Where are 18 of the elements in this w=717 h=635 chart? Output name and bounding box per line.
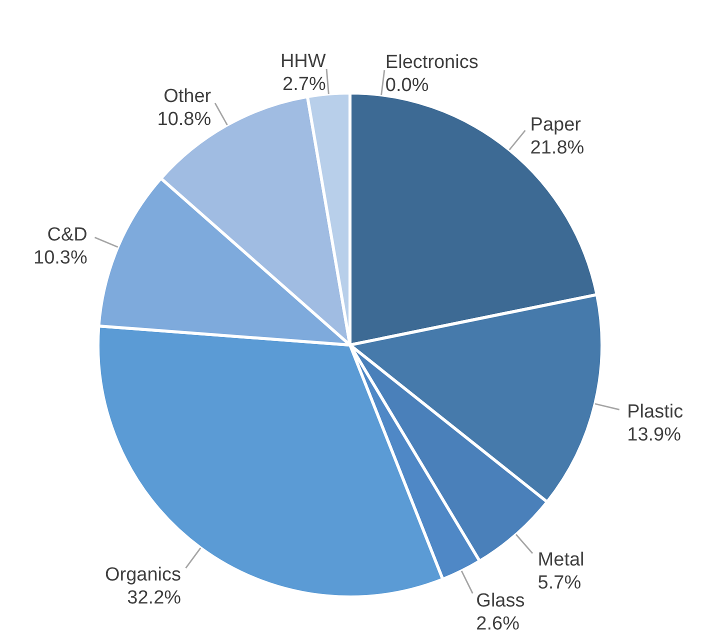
data-label: 10.3%: [34, 247, 88, 268]
slice-label: Organics: [105, 564, 182, 586]
data-label: 13.9%: [627, 424, 682, 446]
slice-label: C&D: [47, 224, 88, 246]
data-label: 5.7%: [538, 572, 582, 594]
slice-label: Glass: [476, 590, 525, 612]
data-label: 32.2%: [127, 588, 182, 609]
slice-label: Plastic: [627, 402, 684, 423]
data-label: 2.7%: [282, 74, 326, 96]
slice-label: Paper: [530, 114, 582, 136]
slice-label: HHW: [280, 51, 326, 72]
data-label: 10.8%: [157, 109, 212, 130]
data-label: 21.8%: [530, 137, 584, 158]
slice-label: Metal: [538, 549, 584, 570]
category-label: Electronics: [385, 52, 478, 74]
text: 0.0%: [385, 75, 429, 96]
slice-label: Other: [164, 86, 212, 108]
data-label: 2.6%: [476, 614, 520, 635]
